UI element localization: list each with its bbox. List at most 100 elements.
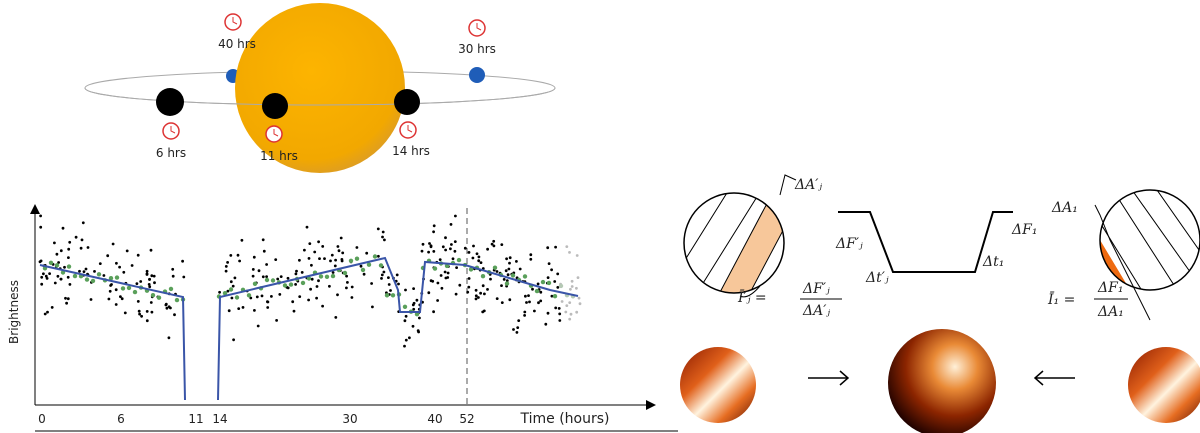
dot — [447, 272, 450, 275]
dot — [48, 272, 51, 275]
binned-dot — [169, 287, 173, 291]
dot — [181, 260, 184, 263]
dot — [412, 325, 415, 328]
dot — [481, 311, 484, 314]
dot — [505, 257, 508, 260]
dot — [512, 328, 515, 331]
binned-dot — [55, 263, 59, 267]
dot — [274, 258, 277, 261]
dot — [67, 297, 70, 300]
dot — [39, 226, 42, 229]
dot — [252, 275, 255, 278]
dot — [83, 270, 86, 273]
dot — [262, 275, 265, 278]
dot — [412, 304, 415, 307]
dot — [148, 278, 151, 281]
dot — [539, 300, 542, 303]
binned-dot — [85, 277, 89, 281]
dot — [173, 313, 176, 316]
binned-dot — [235, 295, 239, 299]
dot — [40, 276, 43, 279]
dot — [150, 301, 153, 304]
dot — [525, 301, 528, 304]
dot — [218, 291, 221, 294]
binned-dot — [553, 294, 557, 298]
dot — [389, 289, 392, 292]
dot — [345, 287, 348, 290]
dot — [565, 304, 568, 307]
dot — [227, 290, 230, 293]
dot — [449, 247, 452, 250]
dot — [571, 280, 574, 283]
eclipse-mapping: ΔA′ⱼ Ī′ⱼ = ΔF′ⱼ ΔA′ⱼ ΔF′ⱼ Δt′ⱼ ΔF₁ Δt₁ Δ… — [660, 140, 1200, 433]
dot — [257, 325, 260, 328]
dot — [404, 289, 407, 292]
time-label: 30 hrs — [458, 42, 496, 56]
dot — [360, 265, 363, 268]
dot — [108, 298, 111, 301]
dot — [433, 224, 436, 227]
dot — [480, 261, 483, 264]
dot — [508, 268, 511, 271]
dot — [85, 268, 88, 271]
dot — [67, 276, 70, 279]
dot — [341, 260, 344, 263]
dot — [569, 288, 572, 291]
dot — [450, 243, 453, 246]
dot — [237, 307, 240, 310]
dot — [301, 271, 304, 274]
dot — [337, 245, 340, 248]
dot — [323, 257, 326, 260]
dot — [146, 270, 149, 273]
dot — [455, 266, 458, 269]
dot — [500, 243, 503, 246]
binned-dot — [115, 275, 119, 279]
dot — [430, 279, 433, 282]
dot — [115, 288, 118, 291]
dot — [118, 266, 121, 269]
math-label: ΔA′ⱼ — [802, 303, 830, 319]
dot — [334, 265, 337, 268]
dot — [381, 274, 384, 277]
binned-dot — [265, 278, 269, 282]
dot — [303, 249, 306, 252]
binned-dot — [289, 282, 293, 286]
math-label: Ī₁ = — [1047, 290, 1075, 308]
dot — [550, 268, 553, 271]
arrow — [808, 371, 848, 385]
dot — [294, 283, 297, 286]
dot — [553, 280, 556, 283]
dot — [172, 275, 175, 278]
dot — [493, 245, 496, 248]
dot — [121, 297, 124, 300]
dot — [436, 299, 439, 302]
dot — [298, 295, 301, 298]
dot — [54, 282, 57, 285]
binned-dot — [229, 287, 233, 291]
dot — [168, 336, 171, 339]
dot — [308, 242, 311, 245]
dot — [182, 276, 185, 279]
binned-dot — [361, 268, 365, 272]
dot — [126, 250, 129, 253]
dot — [317, 240, 320, 243]
dot — [334, 259, 337, 262]
dot — [408, 336, 411, 339]
binned-dot — [331, 274, 335, 278]
dot — [466, 291, 469, 294]
dot — [46, 311, 49, 314]
dot — [63, 266, 66, 269]
orbit-diagram: 40 hrs 30 hrs 6 hrs 11 hrs 14 hrs — [85, 3, 555, 173]
dot — [476, 252, 479, 255]
dot — [405, 315, 408, 318]
dot — [137, 254, 140, 257]
binned-dot — [121, 286, 125, 290]
dot — [561, 300, 564, 303]
dot — [267, 301, 270, 304]
binned-dot — [541, 280, 545, 284]
dot — [464, 247, 467, 250]
dot — [579, 302, 582, 305]
dot — [42, 272, 45, 275]
dot — [99, 262, 102, 265]
x-tick-label: 0 — [38, 412, 46, 426]
